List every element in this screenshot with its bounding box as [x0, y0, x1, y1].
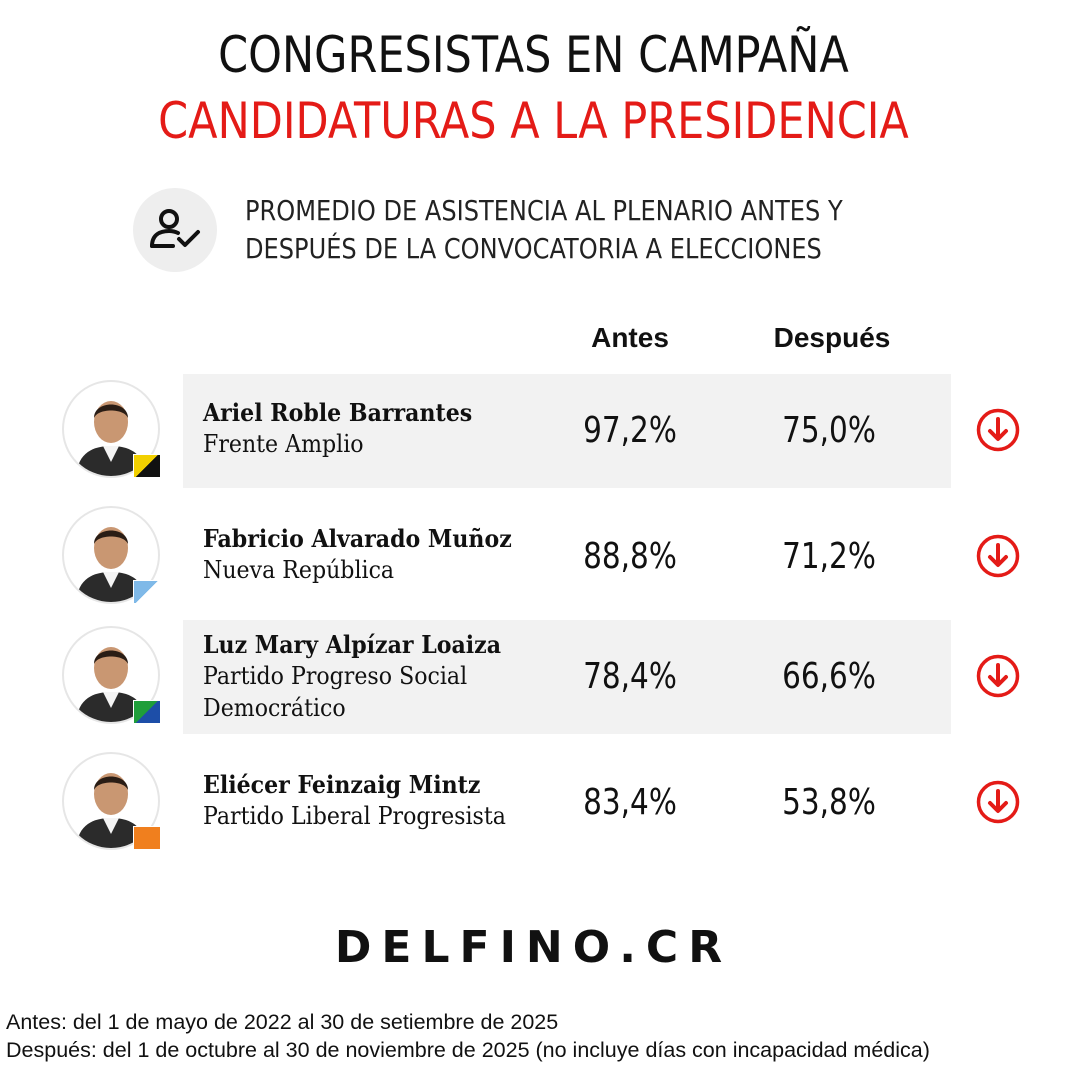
candidate-name: Eliécer Feinzaig Mintz [203, 770, 481, 799]
arrow-down-circle-icon [976, 654, 1020, 698]
value-despues: 71,2% [782, 536, 876, 577]
candidate-avatar [62, 626, 160, 724]
page-title: CONGRESISTAS EN CAMPAÑA [218, 26, 849, 84]
candidate-name: Luz Mary Alpízar Loaiza [203, 630, 502, 659]
candidate-party: Nueva República [203, 556, 395, 584]
table-row: Ariel Roble Barrantes Frente Amplio 97,2% 7… [0, 374, 1067, 488]
brand-logo: DELFINO.CR [334, 922, 733, 973]
value-despues: 66,6% [782, 656, 876, 697]
portrait-icon [76, 647, 146, 722]
value-antes: 78,4% [583, 656, 677, 697]
row-background [183, 374, 951, 488]
candidate-party: Partido Progreso Social [203, 662, 468, 690]
table-row: Fabricio Alvarado Muñoz Nueva República 88… [0, 500, 1067, 614]
page-subtitle: CANDIDATURAS A LA PRESIDENCIA [158, 92, 909, 150]
candidate-party: Democrático [203, 694, 346, 722]
arrow-down-circle-icon [976, 780, 1020, 824]
candidate-party: Partido Liberal Progresista [203, 802, 506, 830]
party-logo-icon [133, 454, 161, 478]
table-row: Luz Mary Alpízar Loaiza Partido Progreso … [0, 620, 1067, 734]
candidate-name: Ariel Roble Barrantes [203, 398, 473, 427]
footnote-despues: Después: del 1 de octubre al 30 de novie… [6, 1038, 930, 1062]
value-despues: 75,0% [782, 410, 876, 451]
footnote-antes: Antes: del 1 de mayo de 2022 al 30 de se… [6, 1010, 559, 1034]
candidate-avatar [62, 752, 160, 850]
column-header-antes: Antes [591, 322, 669, 353]
arrow-down-circle-icon [976, 534, 1020, 578]
candidate-avatar [62, 380, 160, 478]
value-antes: 88,8% [583, 536, 677, 577]
arrow-down-circle-icon [976, 408, 1020, 452]
party-logo-icon [133, 826, 161, 850]
party-logo-icon [133, 700, 161, 724]
portrait-icon [76, 527, 146, 602]
value-antes: 83,4% [583, 782, 677, 823]
row-background [183, 620, 951, 734]
portrait-icon [76, 401, 146, 476]
value-despues: 53,8% [782, 782, 876, 823]
candidate-party: Frente Amplio [203, 430, 364, 458]
value-antes: 97,2% [583, 410, 677, 451]
description-line-1: PROMEDIO DE ASISTENCIA AL PLENARIO ANTES… [245, 194, 843, 227]
party-logo-icon [133, 580, 161, 604]
portrait-icon [76, 773, 146, 848]
candidate-avatar [62, 506, 160, 604]
description-line-2: DESPUÉS DE LA CONVOCATORIA A ELECCIONES [245, 232, 822, 265]
column-header-despues: Después [773, 322, 891, 353]
table-row: Eliécer Feinzaig Mintz Partido Liberal Pr… [0, 746, 1067, 860]
candidate-name: Fabricio Alvarado Muñoz [203, 524, 512, 553]
user-check-icon [133, 188, 217, 272]
